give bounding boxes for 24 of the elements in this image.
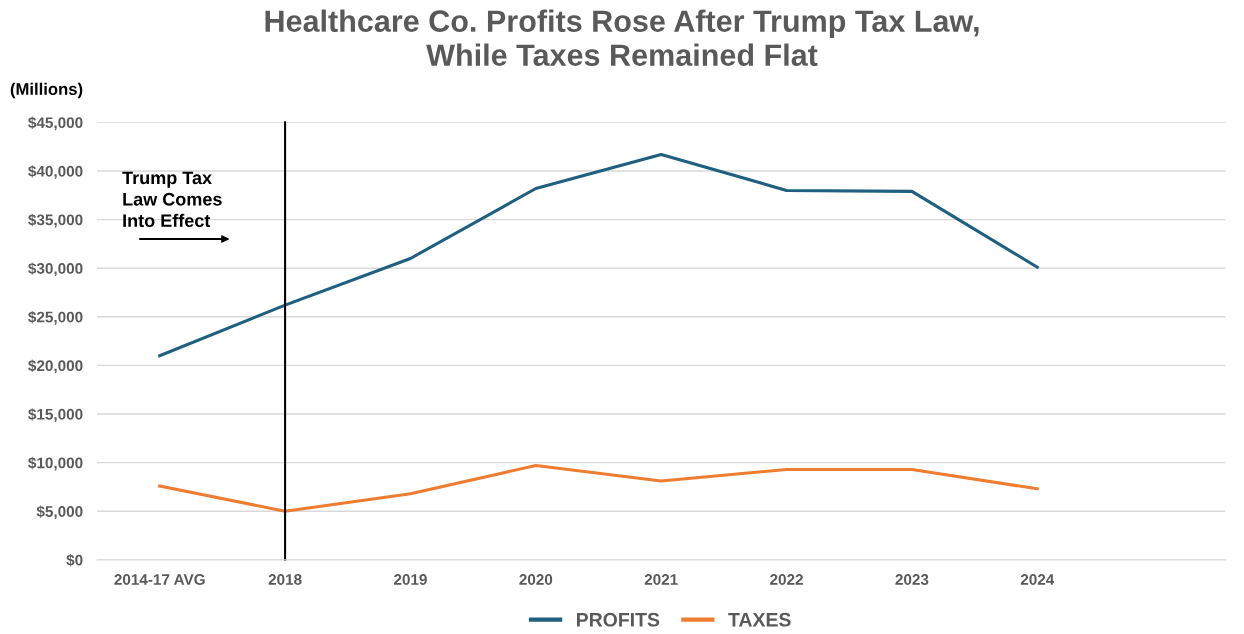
legend-label: PROFITS	[576, 612, 660, 627]
y-tick-label: $10,000	[28, 456, 83, 471]
y-tick-label: $30,000	[28, 262, 83, 277]
y-tick-label: $35,000	[28, 213, 83, 228]
x-tick-label: 2019	[393, 574, 427, 585]
y-tick-label: $20,000	[28, 359, 83, 374]
x-tick-label: 2023	[895, 574, 929, 585]
x-tick-label: 2021	[644, 574, 678, 585]
x-tick-label: 2022	[770, 574, 803, 585]
y-tick-label: $45,000	[28, 116, 83, 131]
y-tick-label: $40,000	[28, 165, 83, 179]
x-tick-label: 2018	[268, 574, 302, 585]
x-tick-label: 2024	[1020, 574, 1055, 585]
annotation: Trump Tax Law Comes Into Effect	[122, 171, 222, 228]
y-tick-label: $25,000	[28, 310, 83, 325]
y-tick-label: $5,000	[36, 505, 83, 520]
x-tick-label: 2014-17 AVG	[114, 574, 205, 585]
y-tick-label: $15,000	[28, 408, 83, 422]
x-tick-label: 2020	[519, 574, 553, 585]
y-axis-title: (Millions)	[10, 82, 83, 99]
chart-title: Healthcare Co. Profits Rose After Trump Tax Law, While Taxes Remained Flat	[265, 9, 979, 66]
legend-label: TAXES	[728, 612, 791, 627]
y-tick-label: $0	[66, 554, 83, 567]
line-series	[158, 464, 1039, 513]
